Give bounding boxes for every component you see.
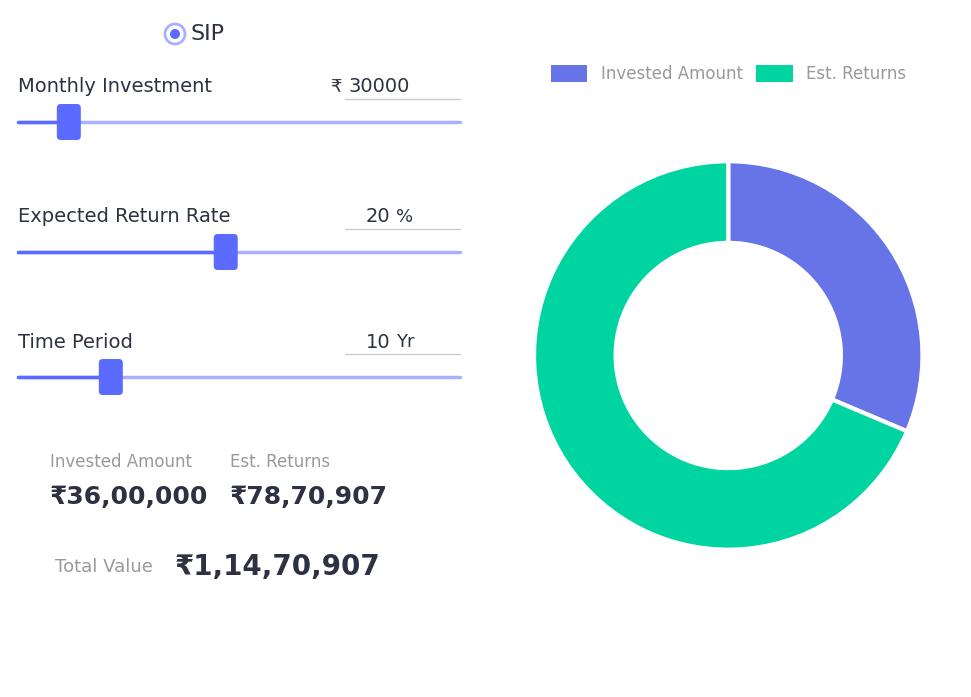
Text: SIP: SIP <box>191 24 225 44</box>
Text: Est. Returns: Est. Returns <box>230 453 330 471</box>
Text: 30000: 30000 <box>348 77 410 96</box>
Text: ₹36,00,000: ₹36,00,000 <box>50 485 209 509</box>
Circle shape <box>170 29 180 39</box>
Text: Monthly Investment: Monthly Investment <box>18 77 212 96</box>
Text: 20: 20 <box>365 208 390 227</box>
FancyBboxPatch shape <box>214 234 238 270</box>
Legend: Invested Amount, Est. Returns: Invested Amount, Est. Returns <box>544 58 913 89</box>
Text: Total Value: Total Value <box>55 558 152 576</box>
Text: ₹78,70,907: ₹78,70,907 <box>230 485 388 509</box>
Text: %: % <box>396 208 413 226</box>
FancyBboxPatch shape <box>99 359 122 395</box>
Text: 10: 10 <box>365 332 390 351</box>
FancyBboxPatch shape <box>57 104 81 140</box>
Text: Time Period: Time Period <box>18 332 133 351</box>
Text: ₹1,14,70,907: ₹1,14,70,907 <box>175 553 381 581</box>
Text: Expected Return Rate: Expected Return Rate <box>18 208 230 227</box>
Circle shape <box>165 24 185 44</box>
Text: Yr: Yr <box>396 333 415 351</box>
Wedge shape <box>534 161 907 550</box>
Text: ₹: ₹ <box>330 78 342 96</box>
Text: Invested Amount: Invested Amount <box>50 453 192 471</box>
Wedge shape <box>728 161 922 431</box>
